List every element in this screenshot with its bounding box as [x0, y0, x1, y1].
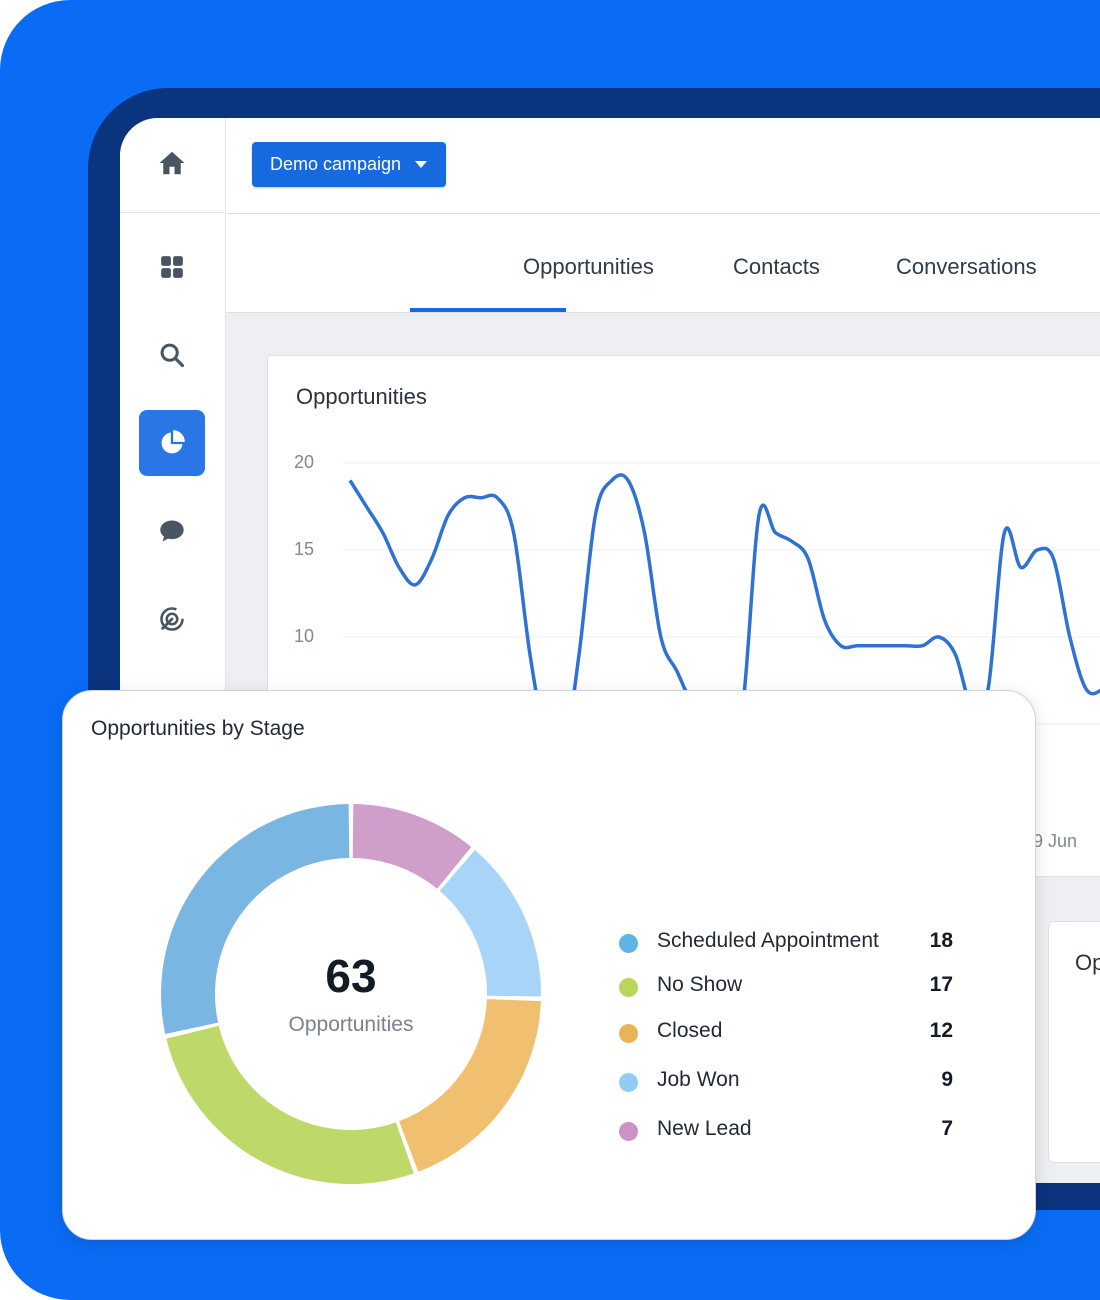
donut-slice-no-show[interactable]: [166, 1025, 414, 1184]
legend-value: 7: [941, 1117, 953, 1140]
legend-swatch: [619, 978, 638, 997]
legend-value: 12: [929, 1019, 953, 1042]
active-tab-indicator: [410, 308, 566, 312]
opportunities-by-stage-panel: Opportunities by Stage 63 Opportunities …: [62, 690, 1036, 1240]
panel-title: Opportunities by Stage: [91, 717, 305, 740]
legend-label: Job Won: [657, 1068, 740, 1091]
legend-item[interactable]: Job Won 9: [613, 1068, 953, 1098]
legend-label: Closed: [657, 1019, 723, 1042]
legend-item[interactable]: No Show 17: [613, 973, 953, 1003]
pie-chart-icon[interactable]: [139, 410, 205, 476]
donut-total-label: Opportunities: [288, 1013, 414, 1036]
campaign-dropdown[interactable]: Demo campaign: [252, 142, 446, 187]
legend-label: No Show: [657, 973, 743, 996]
home-icon[interactable]: [139, 130, 205, 196]
x-tick-label: 9 Jun: [1033, 831, 1078, 851]
secondary-card-title: Op: [1075, 950, 1100, 975]
tab-conversations[interactable]: Conversations: [896, 254, 1037, 279]
caret-down-icon: [415, 161, 428, 168]
top-bar: Demo campaign: [226, 118, 1100, 214]
sidebar-divider: [120, 212, 225, 213]
donut-slice-job-won[interactable]: [439, 849, 541, 997]
target-icon[interactable]: [139, 586, 205, 652]
tab-contacts[interactable]: Contacts: [733, 254, 820, 279]
legend-label: New Lead: [657, 1117, 752, 1140]
legend-swatch: [619, 934, 638, 953]
apps-grid-icon[interactable]: [139, 234, 205, 300]
legend-swatch: [619, 1073, 638, 1092]
donut-slice-new-lead[interactable]: [352, 804, 472, 889]
chat-bubble-icon[interactable]: [139, 498, 205, 564]
legend-item[interactable]: Scheduled Appointment 18: [613, 929, 953, 959]
tab-bar: Opportunities Contacts Conversations: [226, 214, 1100, 313]
search-icon[interactable]: [139, 322, 205, 388]
donut-slice-closed[interactable]: [399, 999, 541, 1172]
opportunities-card-title: Opportunities: [296, 384, 427, 409]
y-tick-label: 15: [294, 539, 315, 559]
legend-value: 18: [929, 929, 953, 952]
y-tick-label: 10: [294, 626, 315, 646]
legend-item[interactable]: New Lead 7: [613, 1117, 953, 1147]
legend-swatch: [619, 1122, 638, 1141]
campaign-dropdown-label: Demo campaign: [270, 154, 402, 174]
donut-total: 63: [325, 950, 377, 1002]
legend-item[interactable]: Closed 12: [613, 1019, 953, 1049]
legend-value: 9: [941, 1068, 953, 1091]
opportunities-series-line: [348, 473, 1100, 767]
tab-opportunities[interactable]: Opportunities: [523, 254, 654, 279]
legend-swatch: [619, 1024, 638, 1043]
donut-slice-scheduled-appointment[interactable]: [161, 804, 350, 1034]
stage-donut-chart: [161, 804, 541, 1184]
legend-label: Scheduled Appointment: [657, 929, 879, 952]
legend-value: 17: [929, 973, 953, 996]
secondary-card: Op: [1048, 921, 1100, 1163]
y-tick-label: 20: [294, 452, 315, 472]
